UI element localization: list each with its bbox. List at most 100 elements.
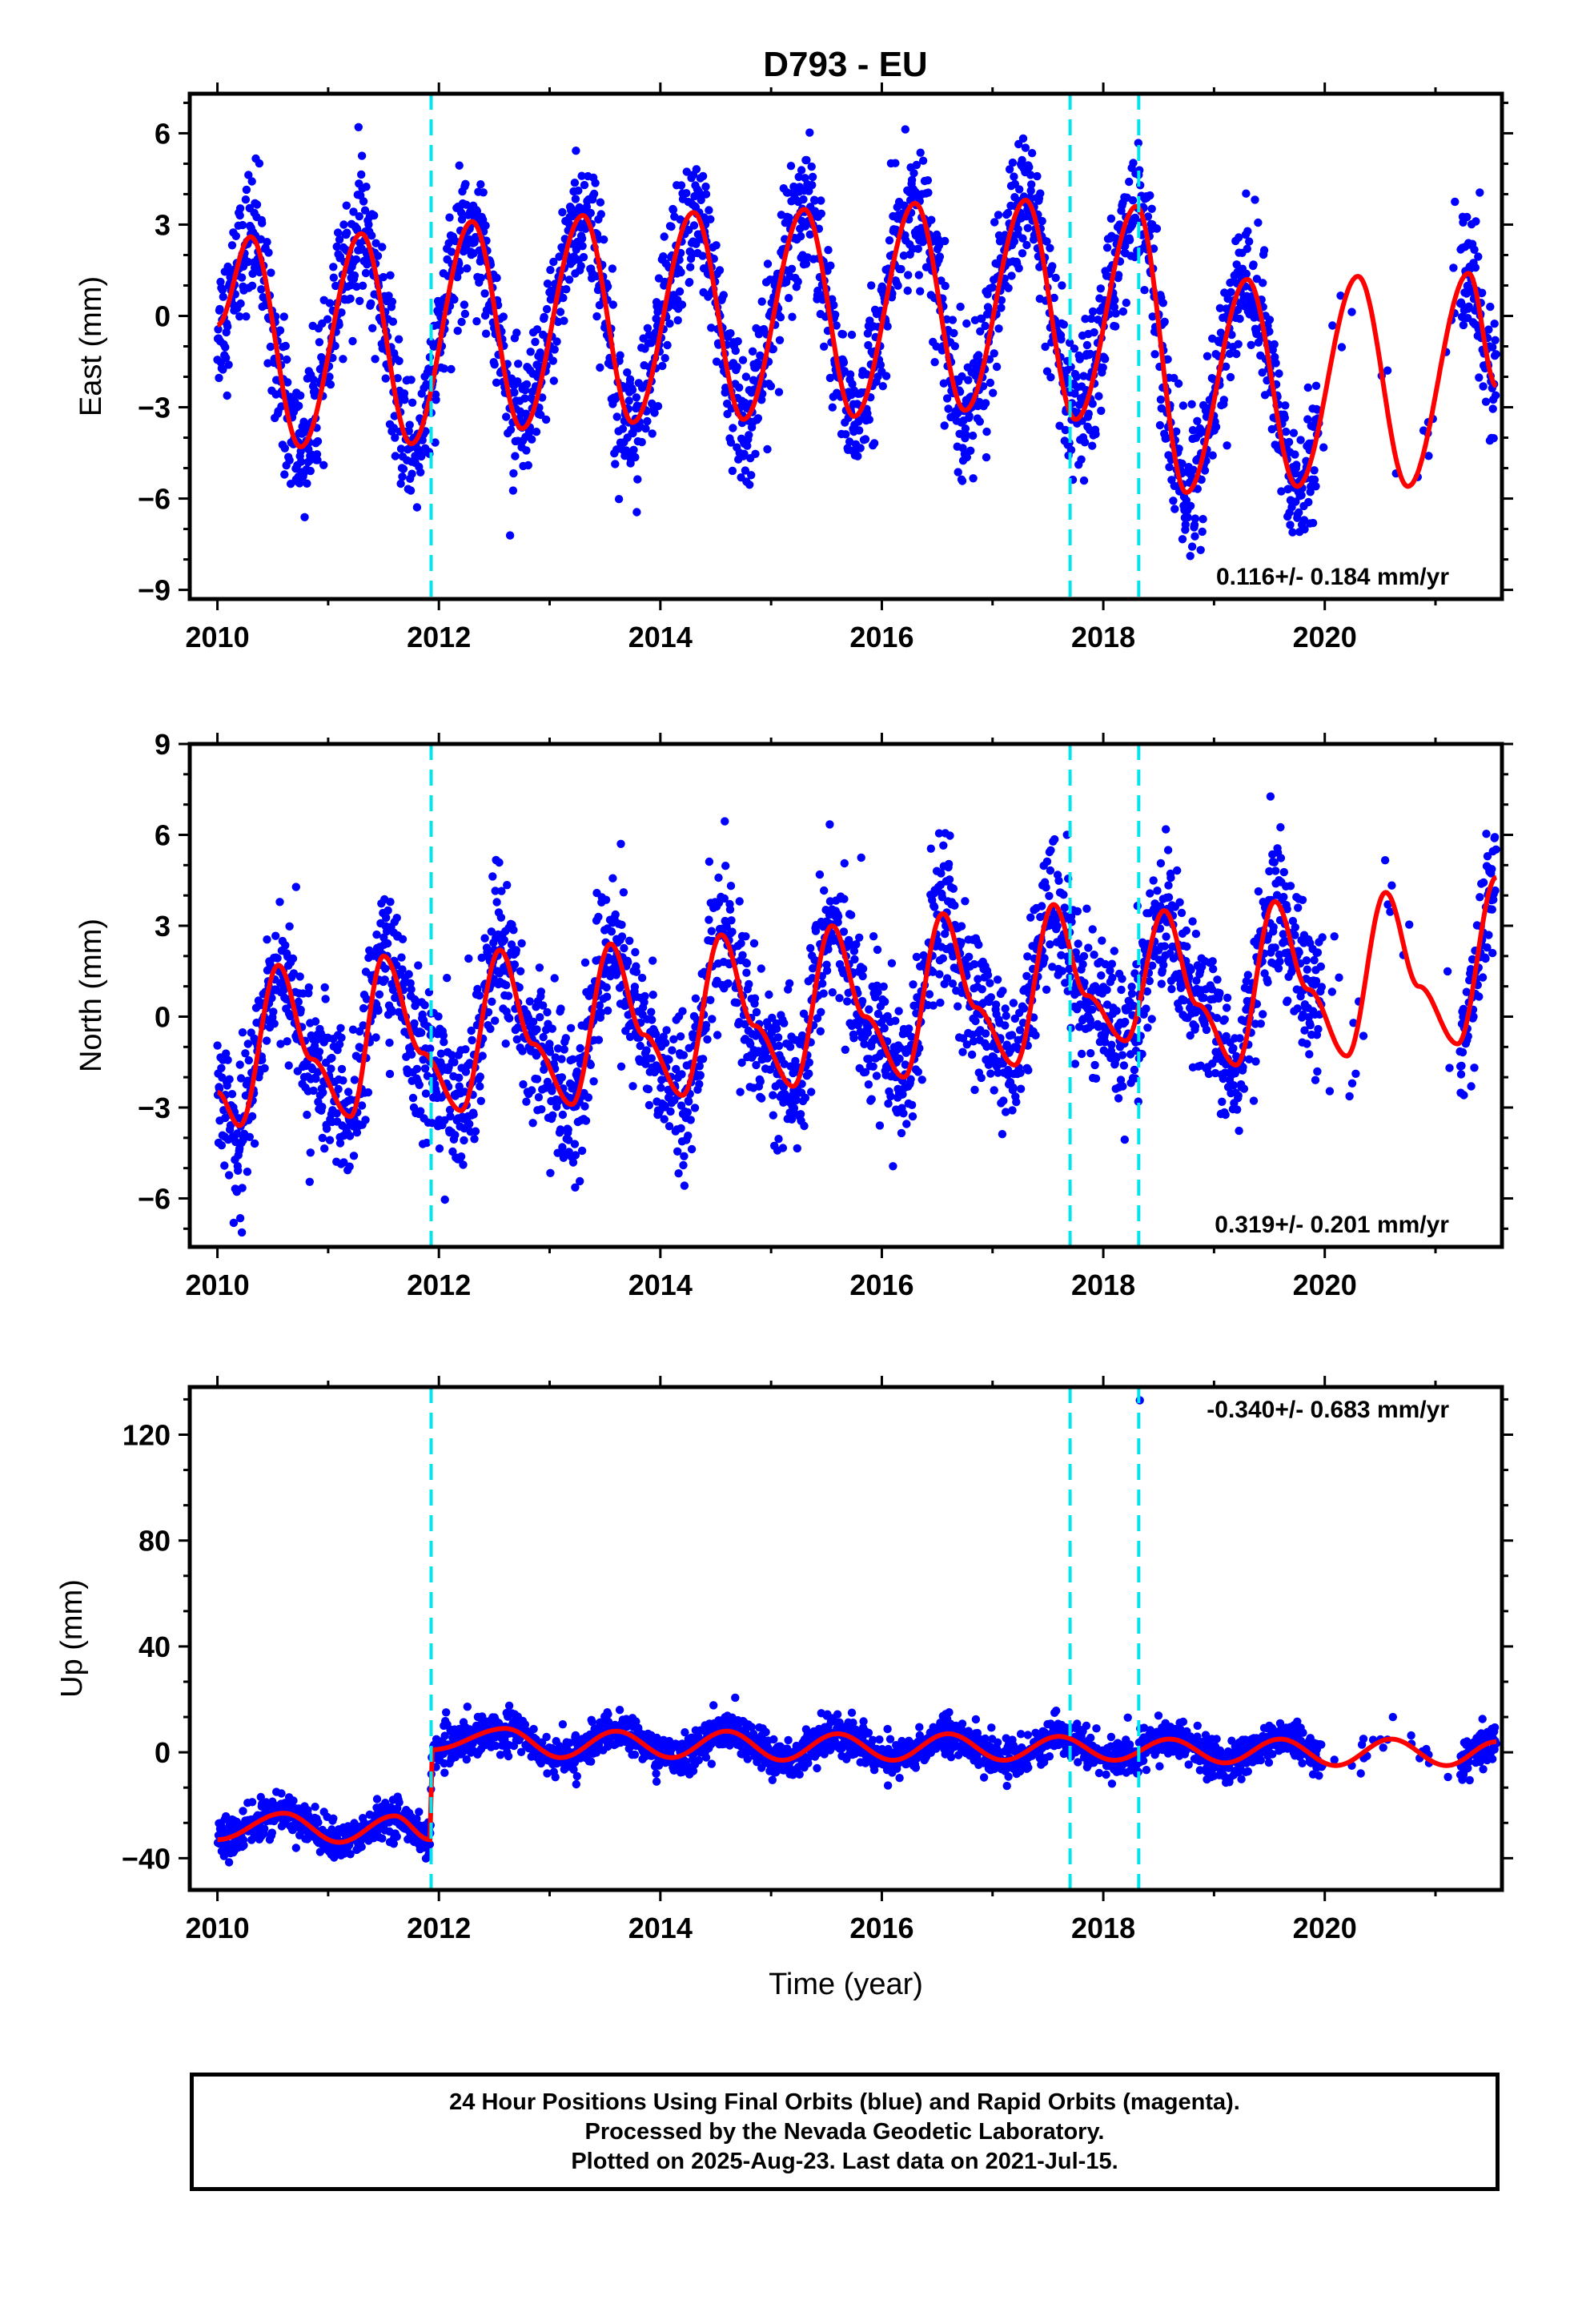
data-point [310,1041,319,1051]
data-point [661,354,669,363]
data-point [941,236,950,246]
data-point [1166,873,1175,883]
data-point [313,456,322,464]
data-point [226,1121,235,1130]
data-point [813,1014,822,1023]
data-point [557,1055,566,1063]
data-point [969,1037,978,1046]
data-point [269,1007,278,1016]
data-point [1277,487,1286,496]
data-point [805,1058,813,1068]
data-point [1235,233,1243,242]
data-point [616,1062,626,1072]
data-point [1208,957,1217,966]
data-point [453,272,462,282]
data-point [712,241,721,250]
data-point [1084,409,1094,418]
data-point [682,167,691,176]
data-point [684,1132,693,1140]
data-point [1023,223,1033,232]
data-point [1179,996,1189,1005]
y-tick-label: −9 [138,574,171,607]
x-tick-label: 2018 [1071,621,1135,653]
data-point [577,1146,587,1156]
data-point [1474,252,1483,261]
data-point [355,296,364,305]
data-point [992,362,1002,372]
data-point [738,356,748,364]
data-point [1122,298,1131,308]
data-point [519,1080,528,1089]
data-point [619,888,628,897]
data-point [351,255,361,264]
data-point [994,211,1003,219]
data-point [558,1143,567,1152]
data-point [940,421,949,430]
data-point [600,235,608,244]
data-point [266,342,275,352]
data-point [472,317,481,326]
data-point [878,382,888,391]
data-point [399,464,408,473]
data-point [885,236,894,245]
data-point [793,1144,801,1153]
data-point [549,257,558,267]
data-point [1026,171,1035,179]
data-point [1463,212,1472,222]
data-point [426,1044,435,1053]
data-point [371,1033,380,1042]
data-point [811,927,821,935]
data-point [1186,552,1195,561]
data-point [296,1005,305,1015]
data-point [407,376,416,384]
data-point [822,966,832,975]
east-plot-area [213,123,1500,561]
data-point [752,1007,761,1017]
data-point [1118,1082,1127,1091]
data-point [648,956,657,965]
data-point [516,967,525,976]
data-point [568,1055,577,1064]
data-point [1125,235,1134,244]
data-point [456,1152,466,1161]
x-tick-label: 2010 [186,621,250,653]
data-point [1129,1001,1138,1011]
data-point [223,322,232,331]
data-point [238,1028,247,1037]
data-point [748,347,757,356]
data-point [386,271,395,279]
data-point [375,990,384,999]
data-point [945,875,954,884]
data-point [785,1043,795,1051]
data-point [1070,344,1079,353]
data-point [1088,441,1097,450]
data-point [382,913,391,923]
data-point [800,1121,809,1131]
data-point [536,987,545,996]
data-point [840,895,849,903]
data-point [440,364,448,373]
data-point [415,1080,424,1090]
data-point [977,1073,986,1083]
data-point [934,235,942,243]
data-point [826,261,835,270]
data-point [824,945,833,954]
data-point [270,1019,279,1028]
data-point [974,975,982,983]
data-point [623,368,632,377]
data-point [361,1116,370,1124]
data-point [665,1055,673,1064]
data-point [958,1034,968,1043]
data-point [712,357,721,366]
data-point [1070,1059,1080,1068]
data-point [840,858,849,868]
data-point [518,1047,527,1055]
data-point [1199,993,1208,1003]
data-point [891,1016,900,1025]
data-point [998,1059,1008,1068]
data-point [969,474,978,483]
data-point [445,213,454,222]
data-point [1057,951,1066,960]
data-point [1134,139,1143,147]
